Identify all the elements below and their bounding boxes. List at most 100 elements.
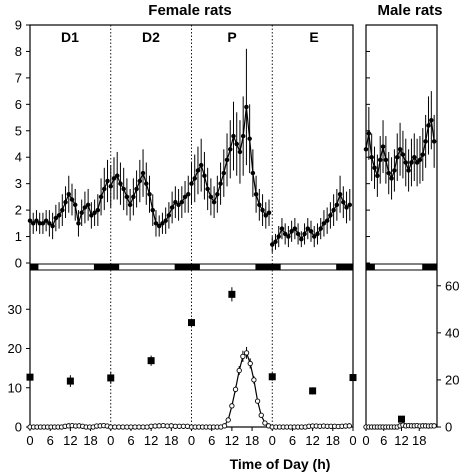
square-point xyxy=(66,377,74,385)
y-tick-label: 2 xyxy=(15,203,22,218)
female-d1-point xyxy=(50,223,55,229)
y-tick-label-right: 40 xyxy=(445,325,459,340)
circle-male-point xyxy=(431,423,437,429)
female-d2-point xyxy=(118,181,123,186)
female-d2-point xyxy=(147,191,152,197)
female-e-point xyxy=(308,229,314,234)
y-tick-label-left: 30 xyxy=(8,302,22,317)
male-title: Male rats xyxy=(377,2,442,19)
male-top-point xyxy=(369,154,374,160)
female-d1-point xyxy=(53,215,59,221)
female-d1-point xyxy=(85,202,91,208)
female-d2-point xyxy=(108,184,113,189)
female-e-point xyxy=(337,191,343,197)
circle-p-point xyxy=(251,377,257,383)
female-p-point xyxy=(211,199,217,205)
female-p-point xyxy=(250,170,256,176)
x-tick-label: 12 xyxy=(144,433,158,448)
female-e-point xyxy=(344,205,349,210)
circle-p-point xyxy=(247,360,253,367)
female-p-point xyxy=(263,213,269,218)
male-top-point xyxy=(406,168,411,173)
y-tick-label: 0 xyxy=(15,256,22,271)
x-tick-label-male: 6 xyxy=(380,433,387,448)
male-top-point xyxy=(386,170,391,176)
female-d2-point xyxy=(173,199,178,205)
circle-p-point xyxy=(262,420,268,426)
female-e-point xyxy=(315,231,320,237)
male-top-point xyxy=(375,173,380,178)
y-tick-label: 1 xyxy=(15,229,22,244)
x-tick-label-male: 0 xyxy=(362,433,369,448)
female-e-point xyxy=(295,231,301,237)
dark-phase-bar xyxy=(366,264,375,270)
x-tick-label: 6 xyxy=(289,433,296,448)
x-tick-label-male: 18 xyxy=(412,433,426,448)
male-top-point xyxy=(380,144,386,149)
x-tick-label: 12 xyxy=(305,433,319,448)
female-d1-point xyxy=(60,207,65,213)
dark-phase-bar xyxy=(93,264,120,270)
male-panel-frame xyxy=(365,24,438,428)
female-p-point xyxy=(221,170,227,176)
female-d2-point xyxy=(144,181,149,186)
female-d2-point xyxy=(176,202,181,208)
female-d1-point xyxy=(27,218,33,223)
female-e-point xyxy=(289,229,294,234)
x-tick-label: 6 xyxy=(47,433,54,448)
x-tick-label: 18 xyxy=(245,433,259,448)
female-d2-point xyxy=(124,194,130,200)
female-p-point xyxy=(237,149,243,155)
female-d1-point xyxy=(47,221,52,226)
male-top-point xyxy=(366,131,372,136)
y-tick-label-right: 20 xyxy=(445,372,459,387)
x-tick-label: 6 xyxy=(127,433,134,448)
male-top-point xyxy=(431,139,437,144)
y-tick-label: 6 xyxy=(15,97,22,112)
female-e-point xyxy=(328,213,333,218)
female-p-point xyxy=(240,133,246,139)
y-tick-label-left: 20 xyxy=(8,341,22,356)
circle-p-point xyxy=(236,367,242,374)
x-tick-label-male: 12 xyxy=(394,433,408,448)
y-tick-label: 3 xyxy=(15,176,22,191)
square-point xyxy=(268,373,276,381)
y-tick-label: 5 xyxy=(15,123,22,138)
circle-p-point xyxy=(232,386,239,392)
female-p-point xyxy=(198,162,204,168)
female-e-point xyxy=(321,221,327,226)
male-top-point xyxy=(420,152,426,157)
female-d2-point xyxy=(114,173,120,178)
female-e-point xyxy=(270,242,275,247)
circle-p-line xyxy=(191,351,269,428)
male-top-point xyxy=(412,154,417,160)
female-p-point xyxy=(218,181,223,186)
female-d1-point xyxy=(72,202,78,208)
female-p-point xyxy=(224,157,230,163)
male-top-point xyxy=(383,157,389,163)
square-point xyxy=(228,290,236,298)
phase-label-d2: D2 xyxy=(142,29,160,45)
male-top-point xyxy=(394,154,400,160)
female-p-point xyxy=(189,181,194,186)
female-d1-point xyxy=(76,221,81,226)
female-title: Female rats xyxy=(148,2,231,19)
female-d2-point xyxy=(127,202,133,208)
female-e-point xyxy=(299,236,304,242)
phase-label-p: P xyxy=(227,29,236,45)
female-p-point xyxy=(205,186,210,192)
female-d2-point xyxy=(134,186,139,192)
circle-p-point xyxy=(229,403,235,409)
y-tick-label: 7 xyxy=(15,70,22,85)
male-top-point xyxy=(426,123,431,128)
male-top-point xyxy=(429,117,434,123)
square-point xyxy=(309,387,317,395)
circle-p-point xyxy=(225,417,231,423)
female-d1-point xyxy=(79,210,84,216)
female-d1-point xyxy=(92,210,97,216)
female-p-point xyxy=(192,176,197,181)
female-d1-point xyxy=(56,213,62,218)
female-d2-point xyxy=(163,218,168,223)
